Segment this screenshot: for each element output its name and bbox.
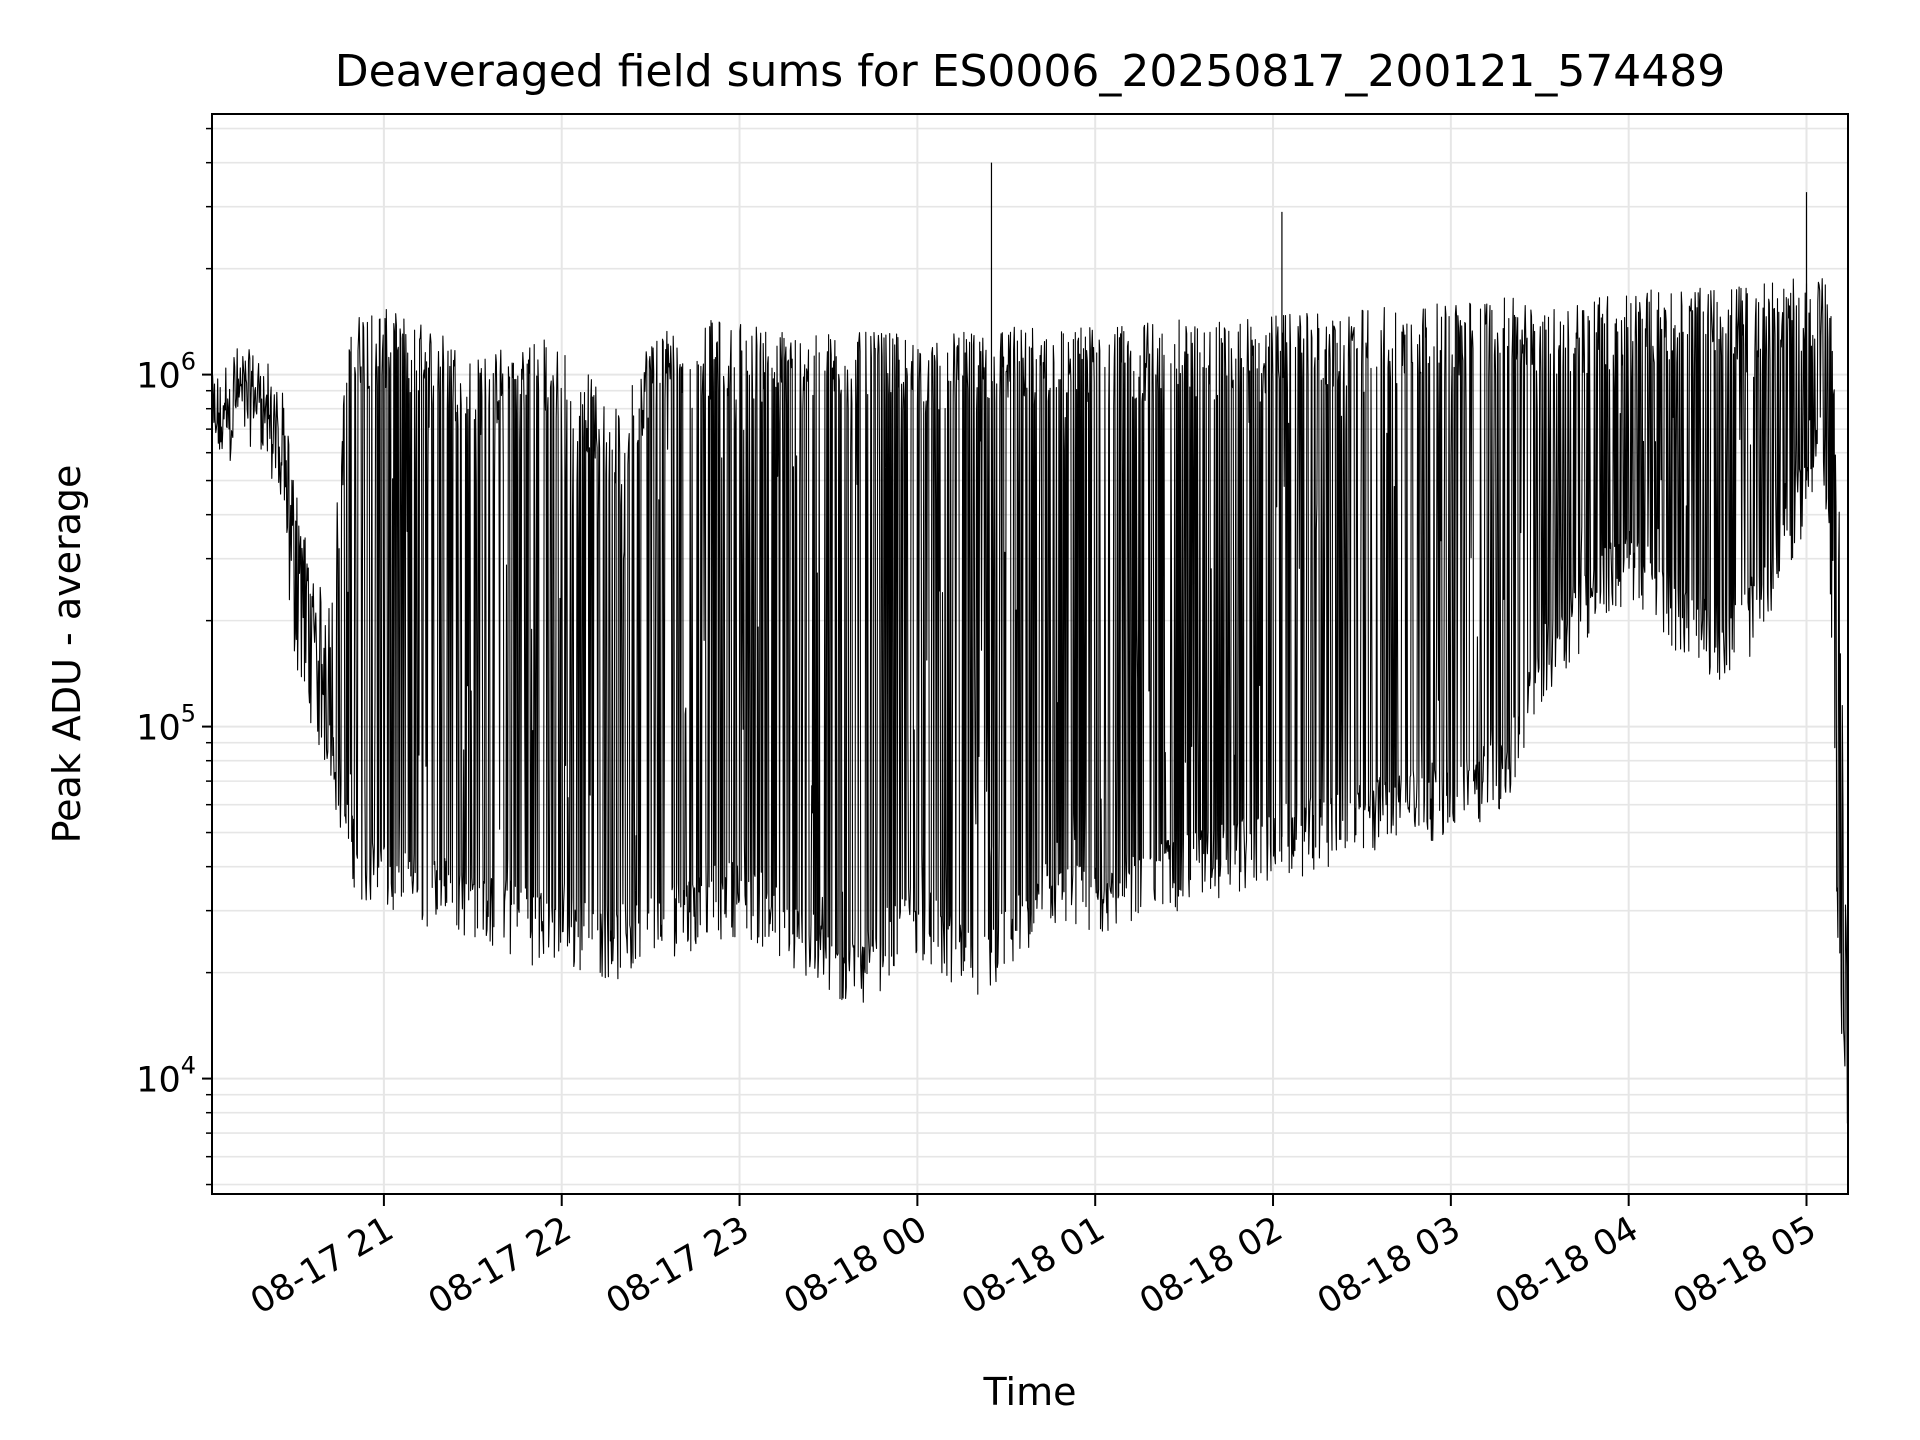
y-axis-label: Peak ADU - average [45,465,89,844]
y-tick-base: 10 [136,357,181,397]
y-tick-label: 105 [136,700,196,749]
plot-frame [211,113,1849,1195]
data-series [211,162,1849,1124]
x-axis-label: Time [983,1370,1077,1414]
y-tick-base: 10 [136,1061,181,1101]
y-tick-exponent: 5 [181,700,196,728]
y-tick-label: 106 [136,348,196,397]
y-tick-base: 10 [136,709,181,749]
data-line [211,278,1849,1124]
y-tick-label: 104 [136,1052,196,1101]
axis-ticks [202,127,1808,1206]
y-tick-exponent: 4 [181,1052,196,1080]
y-tick-exponent: 6 [181,348,196,376]
chart-title: Deaveraged field sums for ES0006_2025081… [335,46,1726,97]
